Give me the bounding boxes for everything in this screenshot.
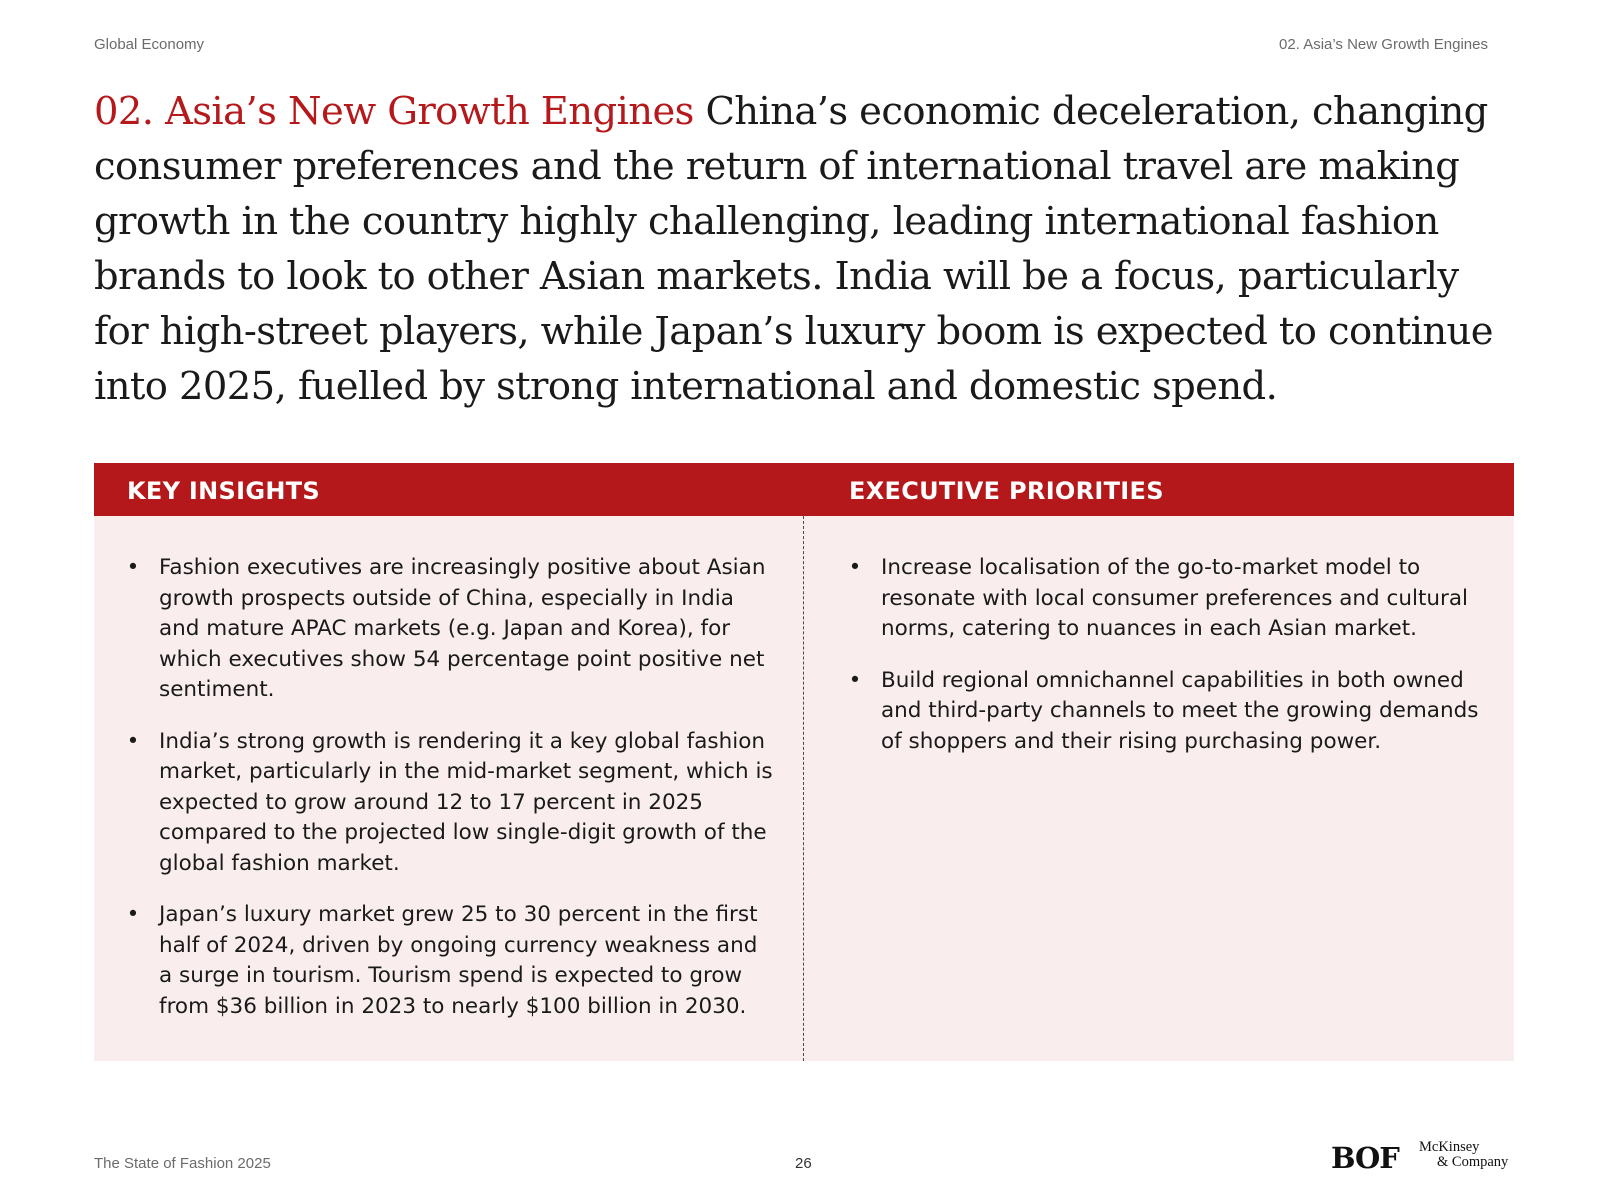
list-item: • Increase localisation of the go-to-mar…: [848, 553, 1498, 645]
bof-logo: BOF: [1331, 1141, 1400, 1175]
list-item: • Japan’s luxury market grew 25 to 30 pe…: [126, 900, 776, 1022]
list-item-text: Build regional omnichannel capabilities …: [881, 667, 1479, 754]
page-number: 26: [795, 1155, 812, 1172]
list-item: • Fashion executives are increasingly po…: [126, 553, 776, 706]
list-item-text: India’s strong growth is rendering it a …: [159, 728, 773, 876]
executive-priorities-title: EXECUTIVE PRIORITIES: [849, 477, 1164, 505]
column-divider: [803, 516, 804, 1061]
mckinsey-logo-line2: & Company: [1437, 1154, 1509, 1170]
headline-body: China’s economic deceleration, changing …: [94, 89, 1494, 409]
list-item: • India’s strong growth is rendering it …: [126, 727, 776, 880]
headline-chapter-title: 02. Asia’s New Growth Engines: [94, 89, 694, 134]
bullet-marker: •: [848, 555, 862, 580]
running-head-chapter: 02. Asia’s New Growth Engines: [1279, 36, 1488, 53]
mckinsey-logo: McKinsey & Company: [1419, 1140, 1514, 1170]
bullet-marker: •: [126, 728, 140, 754]
page-headline: 02. Asia’s New Growth Engines China’s ec…: [94, 84, 1514, 414]
key-insights-title: KEY INSIGHTS: [127, 477, 320, 505]
bullet-marker: •: [848, 667, 862, 693]
list-item-text: Increase localisation of the go-to-marke…: [881, 555, 1468, 641]
executive-priorities-list: • Increase localisation of the go-to-mar…: [848, 553, 1498, 778]
insights-panel: KEY INSIGHTS EXECUTIVE PRIORITIES • Fash…: [94, 463, 1514, 1061]
publication-title: The State of Fashion 2025: [94, 1155, 271, 1172]
list-item: • Build regional omnichannel capabilitie…: [848, 666, 1498, 758]
list-item-text: Fashion executives are increasingly posi…: [159, 555, 766, 702]
bullet-marker: •: [126, 902, 140, 927]
bullet-marker: •: [126, 555, 140, 580]
panel-header-bar: KEY INSIGHTS EXECUTIVE PRIORITIES: [94, 463, 1514, 516]
list-item-text: Japan’s luxury market grew 25 to 30 perc…: [159, 902, 758, 1019]
running-head-section: Global Economy: [94, 36, 205, 53]
mckinsey-logo-line1: McKinsey: [1419, 1139, 1480, 1155]
key-insights-list: • Fashion executives are increasingly po…: [126, 553, 776, 1043]
